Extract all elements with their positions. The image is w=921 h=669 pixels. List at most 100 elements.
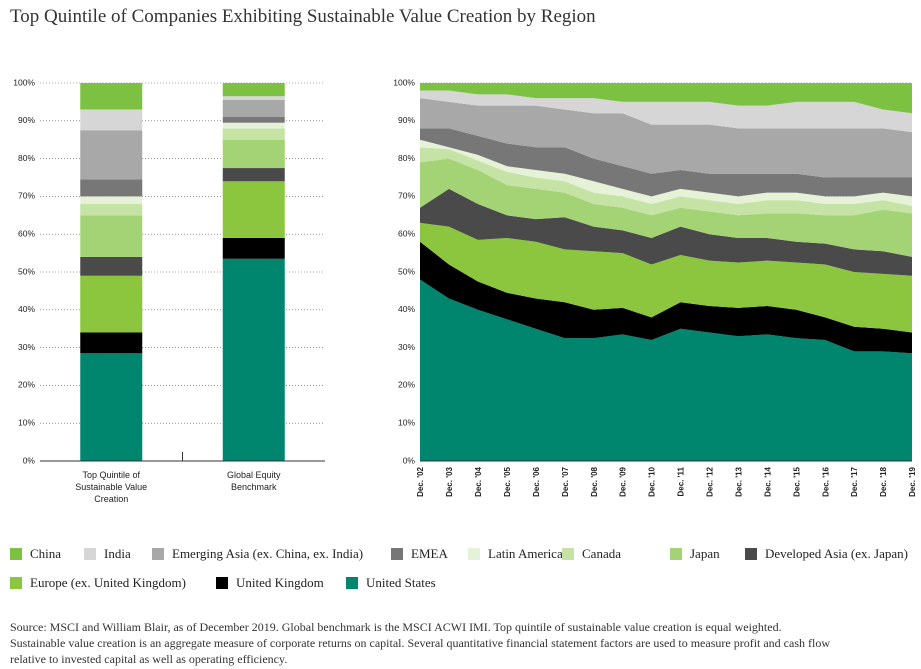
y-tick-label: 30% (18, 342, 35, 352)
legend-item: China (10, 546, 61, 562)
legend-swatch (346, 577, 358, 589)
bar-segment (80, 256, 143, 276)
legend-item: United States (346, 575, 436, 591)
x-tick-label: Dec. '12 (706, 466, 715, 496)
legend-swatch (468, 548, 480, 560)
x-tick-label: Dec. '07 (561, 466, 570, 496)
x-tick-label: Global Equity Benchmark (226, 470, 281, 492)
y-tick-label: 50% (398, 266, 415, 276)
x-tick-label: Dec. '13 (734, 466, 743, 496)
y-tick-label: 100% (13, 77, 35, 87)
bar-segment (222, 83, 285, 97)
area: United Kingdom (420, 241, 912, 354)
legend-label: Canada (582, 546, 621, 561)
legend-item: India (84, 546, 131, 562)
x-tick-label: Dec. '06 (532, 466, 541, 496)
x-tick-label: Dec. '04 (474, 466, 483, 496)
legend-swatch (562, 548, 574, 560)
title: Top Quintile of Companies Exhibiting Sus… (10, 6, 596, 27)
legend-item: United Kingdom (216, 575, 324, 591)
x-tick-label: Top Quintile of Sustainable Value Creati… (75, 470, 148, 504)
legend-item: Developed Asia (ex. Japan) (745, 546, 908, 562)
y-tick-label: 0% (403, 455, 416, 465)
bar-segment (80, 179, 143, 197)
legend-label: United States (366, 575, 436, 590)
area: Latin America (420, 139, 912, 206)
legend-label: Latin America (488, 546, 563, 561)
bar-segment (222, 100, 285, 118)
bar-segment (80, 275, 143, 333)
x-tick-label: Dec. '05 (503, 466, 512, 496)
bar-segment (222, 96, 285, 101)
y-tick-label: 50% (18, 266, 35, 276)
bar-segment (222, 128, 285, 140)
area: United States (420, 279, 912, 461)
x-tick-label: Dec. '10 (648, 466, 657, 496)
bar-segment (80, 196, 143, 204)
bar-segment (80, 109, 143, 131)
y-tick-label: 100% (393, 77, 415, 87)
legend-swatch (10, 577, 22, 589)
legend-swatch (745, 548, 757, 560)
area: Canada (420, 147, 912, 216)
y-tick-label: 60% (398, 228, 415, 238)
y-tick-label: 80% (18, 153, 35, 163)
legend-label: EMEA (411, 546, 448, 561)
bar-segment (80, 83, 143, 110)
y-tick-label: 0% (23, 455, 36, 465)
legend-label: India (104, 546, 131, 561)
area: Europe (ex. United Kingdom) (420, 222, 912, 333)
x-tick-label: Dec. '11 (677, 466, 686, 496)
legend-label: Emerging Asia (ex. China, ex. India) (172, 546, 364, 561)
y-tick-label: 70% (18, 191, 35, 201)
bar-segment (222, 181, 285, 238)
legend-swatch (216, 577, 228, 589)
legend-label: Developed Asia (ex. Japan) (765, 546, 908, 561)
x-tick-label: Dec. '08 (590, 466, 599, 496)
source-note: relative to invested capital as well as … (10, 652, 288, 666)
legend-item: Emerging Asia (ex. China, ex. India) (152, 546, 363, 562)
x-tick-label: Dec. '09 (619, 466, 628, 496)
bar-segment (222, 117, 285, 123)
x-tick-label: Dec. '15 (792, 466, 801, 496)
x-tick-label: Dec. '02 (416, 466, 425, 496)
bar-segment (80, 353, 143, 461)
bar-segment (222, 139, 285, 169)
legend-label: United Kingdom (236, 575, 324, 590)
x-tick-label: Dec. '16 (821, 466, 830, 496)
x-tick-label: Dec. '03 (445, 466, 454, 496)
y-tick-label: 20% (18, 380, 35, 390)
legend-item: EMEA (391, 546, 448, 562)
bar-segment (80, 215, 143, 257)
x-tick-label: Dec. '19 (908, 466, 917, 496)
legend-swatch (84, 548, 96, 560)
y-tick-label: 10% (18, 417, 35, 427)
bar-segment (222, 258, 285, 461)
legend-item: Latin America (468, 546, 563, 562)
y-tick-label: 90% (398, 115, 415, 125)
bar-segment (222, 237, 285, 259)
legend-swatch (152, 548, 164, 560)
legend-item: Europe (ex. United Kingdom) (10, 575, 186, 591)
legend-label: Europe (ex. United Kingdom) (30, 575, 186, 590)
legend-swatch (670, 548, 682, 560)
y-tick-label: 90% (18, 115, 35, 125)
bar-segment (222, 122, 285, 129)
bar-segment (222, 168, 285, 182)
legend-item: Japan (670, 546, 720, 562)
y-tick-label: 60% (18, 228, 35, 238)
bar-segment (80, 332, 143, 354)
legend-item: Canada (562, 546, 621, 562)
y-tick-label: 30% (398, 342, 415, 352)
legend-swatch (10, 548, 22, 560)
y-tick-label: 70% (398, 191, 415, 201)
legend-swatch (391, 548, 403, 560)
area: India (420, 90, 912, 133)
y-tick-label: 20% (398, 380, 415, 390)
area: EMEA (420, 128, 912, 197)
area: China (420, 83, 912, 114)
source-note: Source: MSCI and William Blair, as of De… (10, 620, 782, 634)
legend-label: Japan (690, 546, 720, 561)
